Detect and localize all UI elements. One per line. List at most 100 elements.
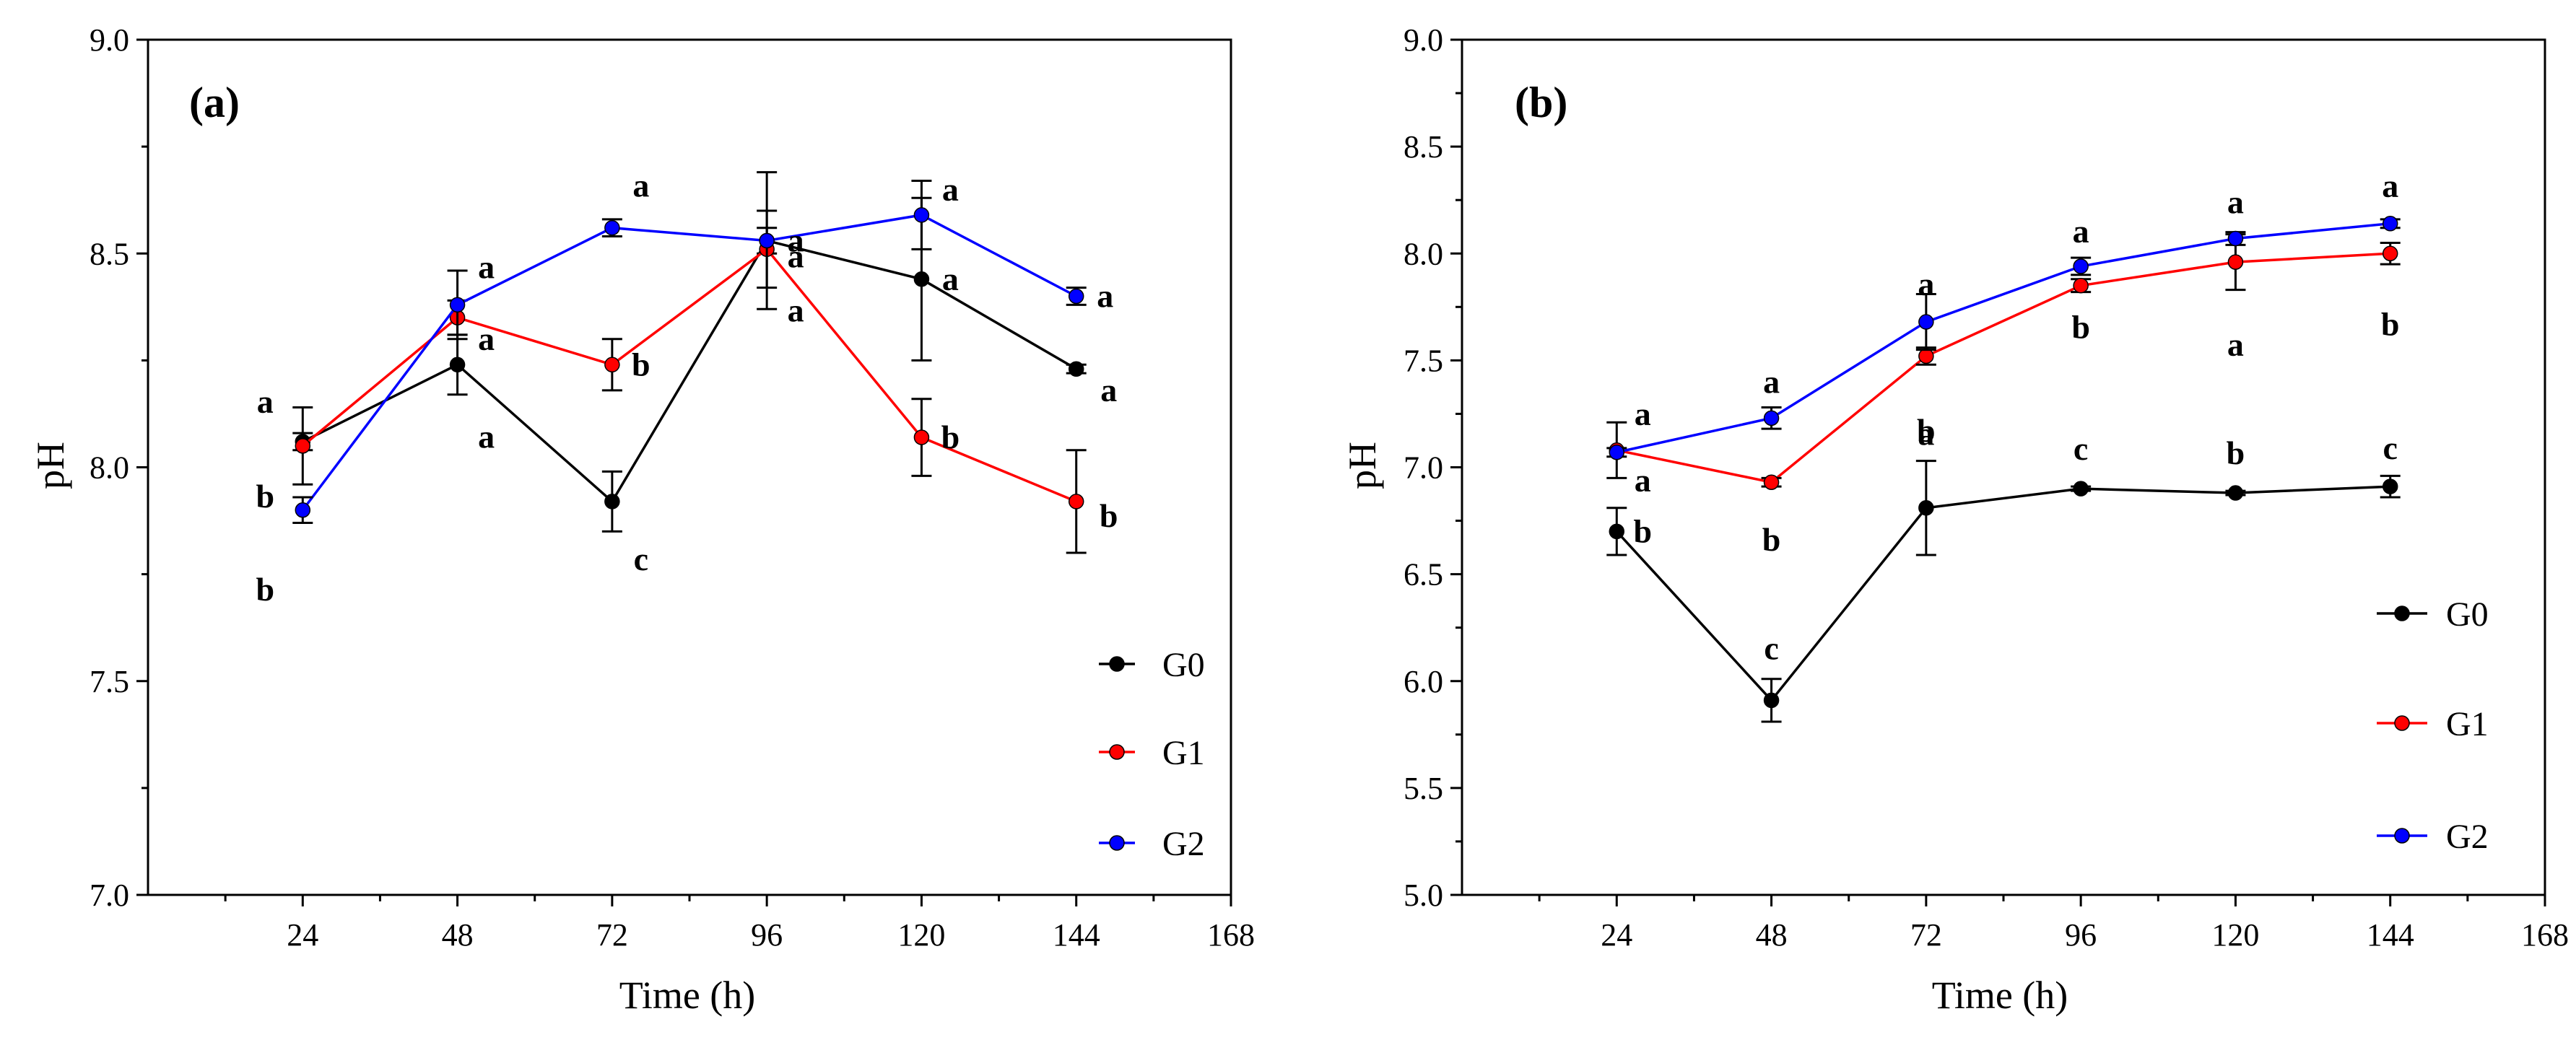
data-point: [2073, 481, 2089, 497]
data-point: [604, 494, 620, 510]
y-tick-label: 9.0: [1404, 22, 1443, 58]
series-G2: a a a a a a: [1606, 167, 2401, 460]
significance-letter: a: [788, 222, 804, 258]
y-tick-label: 9.0: [90, 22, 129, 58]
data-point: [1918, 314, 1934, 330]
chart-panel-a: 7.0 7.5 8.0 8.5 9.0 24 48 72 96 120 144 168 Time (h)…: [29, 22, 1255, 1017]
legend-label-G1: G1: [1162, 734, 1205, 772]
significance-letter: a: [1100, 372, 1117, 408]
significance-letter: b: [632, 346, 650, 382]
data-point: [1068, 494, 1084, 510]
significance-letter: b: [256, 571, 274, 608]
significance-letter: a: [1918, 415, 1934, 452]
series-line-G1: [1616, 252, 2390, 484]
x-tick-label: 72: [596, 917, 628, 953]
y-tick-label: 5.0: [1404, 878, 1443, 913]
series-G0: b c b c b c: [1606, 412, 2401, 723]
data-point: [449, 357, 466, 373]
x-axis-title: Time (h): [619, 974, 756, 1017]
data-point: [295, 502, 311, 518]
legend-label-G1: G1: [2446, 705, 2489, 743]
legend-label-G0: G0: [2446, 595, 2489, 634]
significance-letter: a: [1097, 278, 1113, 315]
x-tick-label: 72: [1910, 917, 1942, 953]
significance-letter: b: [2227, 434, 2245, 471]
x-tick-label: 24: [287, 917, 318, 953]
data-point: [1918, 500, 1934, 516]
data-point: [295, 438, 311, 454]
significance-letter: a: [257, 383, 274, 420]
significance-letter: a: [478, 320, 495, 357]
data-point: [2382, 478, 2398, 494]
significance-letter: a: [2227, 326, 2244, 363]
legend: G0 G1 G2: [2377, 595, 2489, 856]
data-point: [913, 207, 930, 223]
legend-label-G2: G2: [1162, 825, 1205, 863]
series-line-G0: [302, 239, 1077, 504]
x-tick-label: 144: [2367, 917, 2414, 953]
legend-marker-G2: [1109, 835, 1125, 851]
significance-letter: a: [478, 418, 495, 455]
x-tick-label: 48: [1756, 917, 1788, 953]
data-point: [2073, 277, 2089, 294]
chart-panel-b: 5.0 5.5 6.0 6.5 7.0 7.5 8.0 8.5 9.0 24 48 72 96 120 14…: [1341, 22, 2569, 1017]
x-tick-label: 144: [1053, 917, 1100, 953]
significance-letter: a: [478, 248, 495, 285]
data-point: [2382, 216, 2398, 232]
panel-label: (a): [189, 79, 240, 126]
legend: G0 G1 G2: [1099, 646, 1205, 863]
y-tick-label: 8.0: [90, 450, 129, 486]
significance-letter: c: [2074, 430, 2088, 467]
y-axis-title: pH: [1341, 442, 1384, 489]
data-point: [1763, 410, 1780, 427]
significance-letter: b: [941, 419, 960, 455]
y-tick-label: 8.5: [1404, 129, 1443, 165]
x-tick-label: 24: [1601, 917, 1632, 953]
data-point: [1068, 288, 1084, 305]
x-tick-label: 120: [897, 917, 945, 953]
significance-letter: a: [788, 292, 804, 328]
y-tick-label: 6.5: [1404, 557, 1443, 593]
legend-marker-G1: [2394, 715, 2410, 731]
data-point: [913, 429, 930, 445]
series-line-G1: [302, 247, 1077, 503]
data-point: [2227, 230, 2244, 247]
data-point: [1609, 523, 1625, 540]
significance-letter: a: [1635, 395, 1651, 432]
y-tick-label: 7.0: [1404, 450, 1443, 486]
significance-letter: b: [2071, 309, 2090, 346]
x-tick-label: 168: [1207, 917, 1255, 953]
y-tick-label: 8.5: [90, 236, 129, 271]
data-point: [913, 271, 930, 287]
significance-letter: a: [1763, 363, 1780, 400]
y-tick-label: 7.5: [1404, 343, 1443, 378]
series-line-G2: [1616, 222, 2390, 454]
series-G1: b a b a b b: [256, 209, 1118, 554]
significance-letter: b: [256, 478, 274, 515]
significance-letter: b: [1917, 412, 1936, 449]
data-point: [604, 357, 620, 373]
plot-frame: [147, 38, 1232, 896]
data-point: [2382, 245, 2398, 261]
legend-marker-G0: [2394, 605, 2410, 621]
data-point: [2227, 254, 2244, 270]
x-tick-label: 168: [2521, 917, 2569, 953]
legend-label-G2: G2: [2446, 818, 2489, 856]
data-point: [2073, 258, 2089, 274]
significance-letter: a: [632, 167, 649, 204]
legend-label-G0: G0: [1162, 646, 1205, 684]
significance-letter: c: [1764, 629, 1778, 666]
significance-letter: a: [2382, 167, 2398, 204]
significance-letter: b: [2381, 305, 2400, 342]
significance-letter: a: [942, 261, 959, 297]
significance-letter: a: [942, 171, 959, 208]
x-tick-label: 96: [2065, 917, 2097, 953]
data-point: [604, 219, 620, 236]
legend-marker-G1: [1109, 744, 1125, 760]
data-point: [449, 297, 466, 313]
series-line-G0: [1615, 485, 2390, 703]
panel-label: (b): [1515, 79, 1567, 126]
significance-letter: c: [634, 541, 648, 577]
